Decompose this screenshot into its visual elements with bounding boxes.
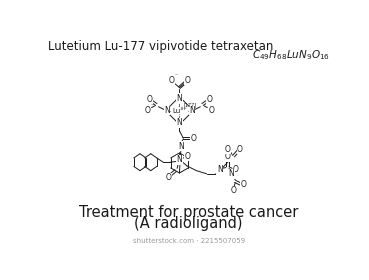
- Text: O: O: [184, 151, 190, 160]
- Text: O: O: [233, 165, 239, 174]
- Text: O: O: [190, 134, 196, 143]
- Text: N: N: [178, 141, 184, 151]
- Text: O: O: [241, 180, 247, 189]
- Text: O: O: [237, 144, 243, 154]
- Text: O: O: [225, 144, 230, 154]
- Text: (A radioligand): (A radioligand): [134, 216, 243, 231]
- Text: Lutetium Lu-177 vipivotide tetraxetan: Lutetium Lu-177 vipivotide tetraxetan: [48, 40, 273, 53]
- Text: O: O: [146, 95, 152, 104]
- Text: O: O: [208, 106, 214, 115]
- Text: N: N: [176, 118, 182, 127]
- Text: ⁻: ⁻: [151, 104, 154, 109]
- Text: $C_{49}H_{68}LuN_9O_{16}$: $C_{49}H_{68}LuN_9O_{16}$: [252, 48, 330, 62]
- Text: ⁻: ⁻: [175, 74, 177, 79]
- Text: O: O: [166, 173, 172, 182]
- Text: O: O: [145, 106, 151, 115]
- Text: O: O: [231, 186, 237, 195]
- Text: Treatment for prostate cancer: Treatment for prostate cancer: [79, 204, 299, 220]
- Text: [177]: [177]: [184, 103, 197, 108]
- Text: O: O: [225, 152, 230, 161]
- Text: N: N: [176, 155, 182, 164]
- Text: N: N: [189, 106, 195, 115]
- Text: N: N: [228, 169, 234, 178]
- Text: shutterstock.com · 2215507059: shutterstock.com · 2215507059: [133, 238, 245, 244]
- Text: O: O: [184, 76, 190, 85]
- Text: N: N: [176, 94, 182, 103]
- Text: O: O: [207, 95, 213, 104]
- Text: Lu³⁺: Lu³⁺: [172, 108, 187, 114]
- Text: N: N: [217, 165, 223, 174]
- Text: N: N: [164, 106, 170, 115]
- Text: O: O: [169, 76, 175, 85]
